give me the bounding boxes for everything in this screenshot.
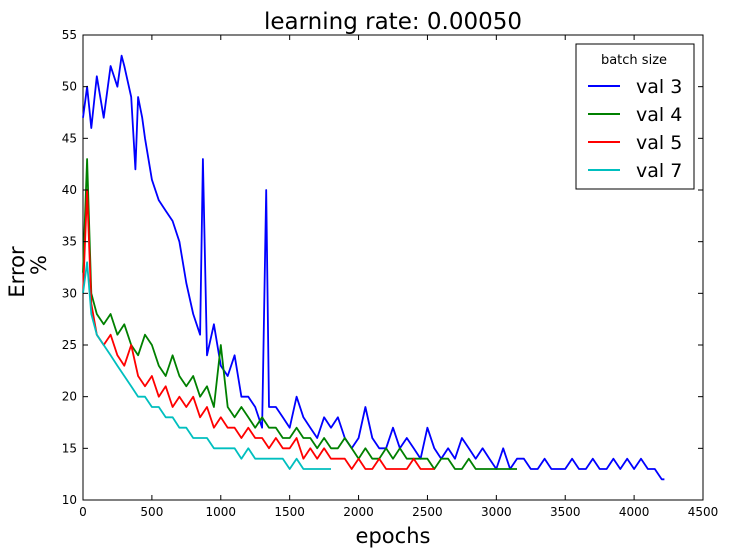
y-tick-label: 20 (62, 390, 77, 404)
y-tick-label: 50 (62, 80, 77, 94)
y-tick-label: 45 (62, 131, 77, 145)
x-tick-label: 1500 (274, 505, 305, 519)
x-axis-ticks: 0 500 1000 1500 2000 2500 3000 3500 4000 4500 (79, 35, 718, 519)
x-tick-label: 4500 (688, 505, 719, 519)
series-line-val-3 (82, 54, 665, 481)
y-axis-label-line-2: % (27, 255, 51, 275)
x-tick-label: 2500 (412, 505, 443, 519)
legend: batch size val 3 val 4 val 5 val 7 (575, 43, 695, 190)
x-tick-label: 2000 (343, 505, 374, 519)
legend-entry: val 5 (636, 132, 682, 154)
x-tick-label: 500 (140, 505, 163, 519)
y-axis-label-line-1: Error (5, 246, 29, 298)
legend-title: batch size (601, 53, 667, 68)
y-tick-label: 40 (62, 183, 77, 197)
y-tick-label: 35 (62, 235, 77, 249)
y-tick-label: 15 (62, 441, 77, 455)
y-tick-label: 30 (62, 286, 77, 300)
legend-entries: val 3 val 4 val 5 val 7 (588, 76, 682, 182)
legend-entry: val 7 (636, 160, 682, 182)
chart-title: learning rate: 0.00050 (264, 9, 522, 35)
legend-box (575, 43, 695, 190)
series-line-val-7 (82, 261, 331, 470)
legend-entry: val 3 (636, 76, 682, 98)
x-tick-label: 3500 (550, 505, 581, 519)
y-tick-label: 10 (62, 493, 77, 507)
y-tick-label: 55 (62, 28, 77, 42)
x-tick-label: 1000 (206, 505, 237, 519)
x-tick-label: 3000 (481, 505, 512, 519)
y-tick-label: 25 (62, 338, 77, 352)
series-lines (82, 54, 665, 481)
y-axis-ticks: 10 15 20 25 30 35 40 45 50 55 (62, 28, 703, 507)
x-tick-label: 4000 (619, 505, 650, 519)
series-line-val-4 (82, 158, 517, 470)
x-axis-label: epochs (356, 524, 431, 548)
x-tick-label: 0 (79, 505, 87, 519)
legend-entry: val 4 (636, 104, 682, 126)
series-line-val-5 (82, 189, 435, 470)
